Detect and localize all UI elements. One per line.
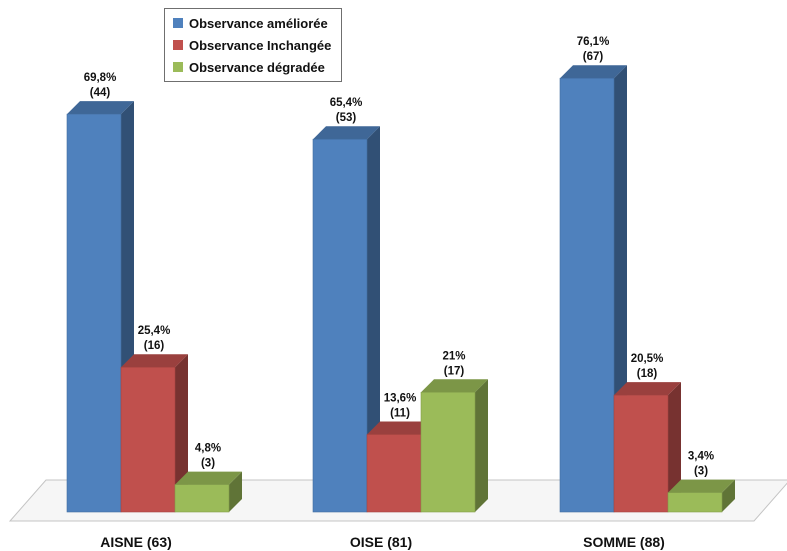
bars-group xyxy=(66,65,735,513)
data-label-pct-improved-2: 65,4% xyxy=(330,97,363,109)
data-label-count-unchanged-3: (18) xyxy=(637,368,658,380)
legend-label-degraded: Observance dégradée xyxy=(189,59,325,75)
data-label-count-degraded-2: (17) xyxy=(444,365,465,377)
bar-degraded-2 xyxy=(420,379,488,513)
data-label-count-improved-1: (44) xyxy=(90,87,111,99)
bar-top-face xyxy=(313,126,380,140)
data-label-pct-degraded-2: 21% xyxy=(442,350,465,362)
bar-degraded-1 xyxy=(174,471,242,513)
bar-side-face xyxy=(367,126,380,512)
bar-unchanged-3 xyxy=(613,382,681,513)
data-label-pct-degraded-3: 3,4% xyxy=(688,451,714,463)
bar-front-face xyxy=(559,77,615,513)
bar-front-face xyxy=(312,138,368,513)
bar-front-face xyxy=(420,391,476,513)
data-label-count-improved-3: (67) xyxy=(583,51,604,63)
bar-front-face xyxy=(120,366,176,513)
bar-front-face xyxy=(613,394,669,513)
data-label-pct-unchanged-3: 20,5% xyxy=(631,353,664,365)
category-label-2: OISE (81) xyxy=(350,534,412,550)
bar-front-face xyxy=(174,484,230,513)
category-labels-group: AISNE (63) OISE (81) SOMME (88) xyxy=(100,534,665,550)
data-labels-group: 69,8% (44) 25,4% (16) 4,8% (3) 65,4% (53) 13,6% (… xyxy=(84,36,714,477)
bar-top-face xyxy=(421,379,488,393)
bar-top-face xyxy=(614,382,681,396)
data-label-count-unchanged-2: (11) xyxy=(390,407,410,419)
bar-degraded-3 xyxy=(667,479,735,513)
legend: Observance améliorée Observance Inchangé… xyxy=(164,8,342,82)
bar-top-face xyxy=(367,421,434,435)
bar-top-face xyxy=(67,101,134,115)
bar-top-face xyxy=(175,471,242,485)
bar-improved-2 xyxy=(312,126,380,513)
bar-top-face xyxy=(121,354,188,368)
bar-unchanged-1 xyxy=(120,354,188,513)
bar-side-face xyxy=(175,354,188,512)
legend-item-unchanged: Observance Inchangée xyxy=(173,34,341,56)
bar-side-face xyxy=(668,382,681,512)
bar-top-face xyxy=(668,479,735,493)
legend-label-unchanged: Observance Inchangée xyxy=(189,37,332,53)
bar-front-face xyxy=(66,113,122,513)
bar-front-face xyxy=(366,434,422,513)
legend-swatch-degraded xyxy=(173,62,183,72)
legend-swatch-improved xyxy=(173,18,183,28)
legend-item-improved: Observance améliorée xyxy=(173,12,341,34)
bar-top-face xyxy=(560,65,627,79)
legend-swatch-unchanged xyxy=(173,40,183,50)
legend-label-improved: Observance améliorée xyxy=(189,15,328,31)
bar-side-face xyxy=(475,379,488,512)
data-label-pct-unchanged-2: 13,6% xyxy=(384,392,417,404)
bar-improved-1 xyxy=(66,101,134,513)
data-label-pct-improved-1: 69,8% xyxy=(84,72,117,84)
legend-item-degraded: Observance dégradée xyxy=(173,56,341,78)
data-label-pct-unchanged-1: 25,4% xyxy=(138,325,171,337)
data-label-count-improved-2: (53) xyxy=(336,112,357,124)
category-label-3: SOMME (88) xyxy=(583,534,665,550)
bar-side-face xyxy=(229,471,242,512)
data-label-count-unchanged-1: (16) xyxy=(144,340,165,352)
bar-front-face xyxy=(667,492,723,513)
bar-side-face xyxy=(722,479,735,512)
data-label-pct-degraded-1: 4,8% xyxy=(195,443,221,455)
data-label-pct-improved-3: 76,1% xyxy=(577,36,610,48)
category-label-1: AISNE (63) xyxy=(100,534,172,550)
data-label-count-degraded-1: (3) xyxy=(201,458,215,470)
data-label-count-degraded-3: (3) xyxy=(694,466,708,478)
